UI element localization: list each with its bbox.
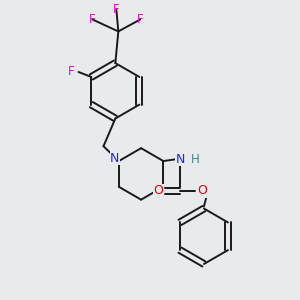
Text: O: O	[154, 184, 164, 197]
Text: F: F	[89, 13, 96, 26]
Text: N: N	[176, 153, 185, 166]
Text: O: O	[197, 184, 207, 197]
Text: F: F	[137, 13, 143, 26]
Text: N: N	[110, 152, 119, 165]
Text: F: F	[113, 3, 120, 16]
Text: H: H	[191, 153, 200, 166]
Text: F: F	[68, 65, 75, 79]
